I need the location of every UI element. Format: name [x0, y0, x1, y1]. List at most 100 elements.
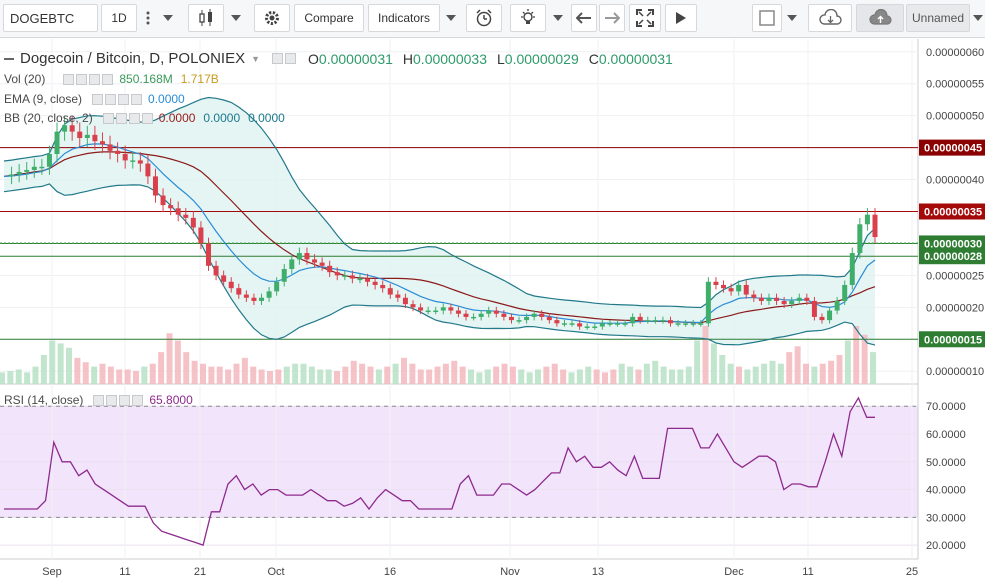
time-tick-label: Oct	[267, 566, 284, 578]
indicators-label: Indicators	[377, 11, 431, 25]
volume-bar	[283, 366, 290, 384]
volume-bar	[627, 366, 634, 384]
ideas-chevron-down-icon[interactable]	[548, 4, 568, 32]
volume-bar	[317, 369, 324, 384]
candle-body	[743, 284, 749, 295]
candle-body	[546, 316, 552, 321]
indicators-button[interactable]: Indicators	[368, 4, 440, 32]
close-icon[interactable]	[141, 112, 153, 124]
eye-icon[interactable]	[63, 73, 75, 85]
time-tick-label: 25	[906, 566, 918, 578]
volume-bar	[57, 343, 64, 384]
interval-button[interactable]: 1D	[101, 4, 137, 32]
candle-body	[789, 300, 795, 305]
gear-icon[interactable]	[76, 73, 88, 85]
volume-bar	[643, 363, 650, 384]
candle-body	[539, 313, 545, 317]
eye-icon[interactable]	[93, 394, 105, 406]
volume-legend-buttons[interactable]	[63, 73, 114, 85]
volume-bar	[610, 369, 617, 384]
candle-body	[168, 205, 174, 209]
price-tick-label: 0.00000060	[926, 47, 984, 59]
compare-button[interactable]: Compare	[294, 4, 364, 32]
price-chart-svg[interactable]: 0.00000060 0.00000055 0.00000050 0.00000045…	[0, 39, 985, 579]
close-icon[interactable]	[102, 73, 114, 85]
close-icon[interactable]	[132, 394, 144, 406]
volume-bar	[677, 369, 684, 384]
layout-chevron-down-icon[interactable]	[971, 4, 985, 32]
volume-bar	[384, 366, 391, 384]
fullscreen-icon[interactable]	[629, 4, 661, 32]
replay-play-icon[interactable]	[665, 4, 697, 32]
color-square-icon[interactable]	[752, 4, 782, 32]
eye-icon[interactable]	[102, 112, 114, 124]
undo-icon[interactable]	[571, 4, 597, 32]
bb-label: BB (20, close, 2)	[4, 111, 93, 125]
symbol-search-input[interactable]: DOGEBTC	[3, 4, 98, 32]
close-icon[interactable]	[131, 93, 143, 105]
interval-chevron-down-icon[interactable]	[158, 4, 178, 32]
volume-bar	[836, 355, 843, 384]
gear-icon[interactable]	[106, 394, 118, 406]
plus-icon[interactable]	[118, 93, 130, 105]
volume-bar	[66, 347, 72, 384]
layout-name-button[interactable]: Unnamed	[906, 4, 970, 32]
candle-body	[395, 294, 401, 298]
candle-body	[259, 297, 265, 301]
candle-body	[675, 323, 681, 325]
volume-bar	[107, 366, 114, 384]
candles-icon[interactable]	[188, 4, 224, 32]
eye-icon[interactable]	[272, 53, 284, 64]
price-label-text: 0.00000030	[924, 238, 982, 250]
alert-clock-icon[interactable]	[466, 4, 502, 32]
candle-body	[39, 166, 45, 169]
color-chevron-down-icon[interactable]	[784, 4, 800, 32]
chart-area[interactable]: 0.00000060 0.00000055 0.00000050 0.00000045…	[0, 39, 985, 579]
candle-body	[266, 291, 272, 298]
collapse-minus-icon[interactable]	[4, 57, 14, 60]
gear-icon[interactable]	[285, 53, 297, 64]
candle-body	[758, 297, 764, 301]
candle-body	[728, 288, 734, 292]
interval-more-icon[interactable]	[139, 4, 157, 32]
cloud-upload-icon[interactable]	[856, 4, 904, 32]
rsi-legend-buttons[interactable]	[93, 394, 144, 406]
price-tick-label: 0.00000020	[926, 302, 984, 314]
settings-gear-icon[interactable]	[254, 4, 290, 32]
bb-legend-buttons[interactable]	[102, 112, 153, 124]
candle-body	[501, 313, 507, 317]
candle-body	[827, 310, 833, 321]
candle-body	[751, 294, 757, 298]
title-chevron-down-icon[interactable]: ▼	[251, 53, 261, 64]
gear-icon[interactable]	[115, 112, 127, 124]
volume-bar	[158, 352, 165, 384]
rsi-label: RSI (14, close)	[4, 393, 84, 407]
candle-body	[698, 323, 704, 325]
candle-body	[115, 150, 121, 154]
volume-bar	[786, 352, 793, 384]
horizontal-levels[interactable]	[0, 147, 918, 340]
redo-icon[interactable]	[599, 4, 625, 32]
lightbulb-icon[interactable]	[510, 4, 546, 32]
chart-type-chevron-down-icon[interactable]	[226, 4, 246, 32]
plus-icon[interactable]	[119, 394, 131, 406]
cloud-download-icon[interactable]	[808, 4, 852, 32]
title-legend-buttons[interactable]	[272, 53, 297, 64]
gear-icon[interactable]	[105, 93, 117, 105]
plus-icon[interactable]	[128, 112, 140, 124]
eye-icon[interactable]	[92, 93, 104, 105]
plus-icon[interactable]	[89, 73, 101, 85]
candle-body	[652, 320, 658, 322]
candle-body	[804, 297, 810, 301]
bb-basis-line	[3, 151, 876, 324]
candle-body	[213, 265, 219, 276]
ema-legend-buttons[interactable]	[92, 93, 143, 105]
candle-body	[62, 125, 68, 132]
indicators-chevron-down-icon[interactable]	[441, 4, 461, 32]
volume-ma-value: 1.717B	[180, 72, 219, 86]
candle-body	[334, 272, 340, 276]
interval-text: 1D	[111, 11, 127, 25]
candle-body	[486, 310, 492, 314]
volume-bar	[233, 363, 240, 384]
candle-body	[705, 281, 711, 324]
